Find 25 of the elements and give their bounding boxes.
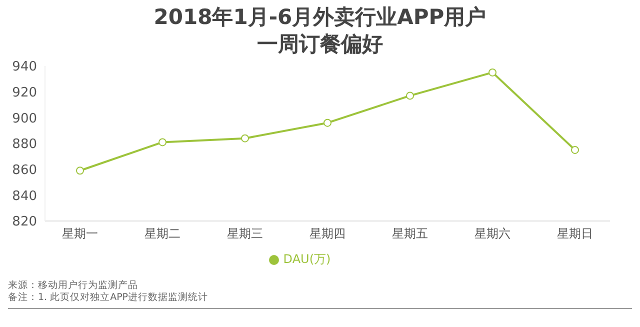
point bbox=[241, 134, 249, 142]
y-tick-label: 880 bbox=[12, 137, 37, 152]
source-note: 来源：移动用户行为监测产品 bbox=[8, 280, 139, 292]
x-tick-label: 星期四 bbox=[310, 226, 346, 241]
text: 备注：1. 此页仅对独立APP进行数据监测统计 bbox=[8, 292, 208, 304]
x-tick-label: 星期五 bbox=[392, 226, 428, 241]
y-tick-label: 920 bbox=[12, 85, 37, 100]
x-tick-label: 星期六 bbox=[474, 226, 510, 241]
point bbox=[324, 118, 332, 127]
x-tick-label: 星期日 bbox=[557, 226, 593, 241]
x-tick-label: 星期三 bbox=[227, 226, 263, 241]
y-tick-label: 840 bbox=[12, 188, 37, 204]
y-tick-label: 900 bbox=[12, 111, 37, 126]
y-tick-label: 820 bbox=[12, 214, 37, 230]
point bbox=[76, 166, 84, 175]
y-tick-label: 940 bbox=[12, 60, 37, 75]
y-tick-label: 860 bbox=[12, 162, 37, 178]
x-tick-label: 星期二 bbox=[144, 226, 180, 241]
chart-title: 2018年1月-6月外卖行业APP用户一周订餐偏好 bbox=[152, 4, 488, 58]
point bbox=[488, 68, 496, 76]
legend-label: DAU(万) bbox=[283, 252, 331, 266]
x-tick-label: 星期一 bbox=[62, 226, 98, 241]
point bbox=[406, 92, 414, 100]
point bbox=[571, 146, 579, 154]
point bbox=[158, 138, 166, 146]
